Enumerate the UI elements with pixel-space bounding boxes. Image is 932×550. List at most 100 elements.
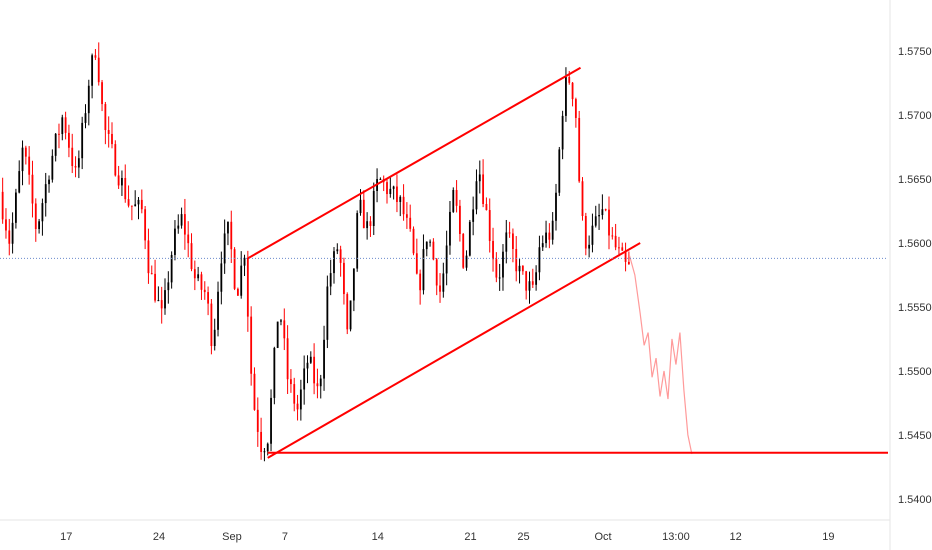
x-tick-label: 12 [729, 531, 741, 543]
candle-body [326, 286, 329, 340]
candle-body [183, 214, 186, 235]
candle-body [31, 174, 34, 204]
candle-body [591, 225, 594, 245]
candle-body [236, 288, 239, 296]
candle-body [180, 214, 183, 226]
projection-line [628, 255, 693, 455]
plot-area[interactable] [1, 42, 693, 462]
candle-body [306, 362, 309, 369]
candle-body [170, 254, 173, 283]
candle-body [614, 235, 617, 248]
candle-body [44, 184, 47, 204]
candle-body [101, 82, 103, 105]
candle-body [14, 192, 17, 223]
candle-body [488, 210, 491, 241]
candle-body [51, 155, 54, 180]
candle-body [412, 228, 415, 254]
candle-body [5, 219, 7, 231]
candle-body [270, 397, 272, 444]
candle-body [97, 57, 100, 83]
candle-body [581, 181, 584, 216]
y-tick-label: 1.57500 [898, 46, 932, 58]
candle-body [369, 221, 372, 226]
candle-body [558, 149, 561, 193]
x-tick-label: 14 [372, 531, 384, 543]
candle-body [435, 259, 438, 286]
candle-body [492, 240, 494, 260]
candle-body [505, 232, 508, 252]
candle-body [502, 251, 504, 278]
candle-body [319, 378, 322, 387]
candle-body [107, 130, 110, 134]
candle-body [624, 250, 627, 262]
candle-body [164, 290, 166, 309]
candle-body [352, 268, 355, 301]
candle-body [187, 234, 190, 244]
candle-body [452, 189, 455, 212]
candle-body [220, 263, 223, 292]
candle-body [392, 186, 395, 189]
candle-body [58, 133, 60, 135]
annotation-lines [0, 66, 888, 459]
candle-body [458, 205, 461, 234]
candle-body [472, 209, 475, 222]
candle-body [538, 247, 541, 273]
candle-body [309, 356, 312, 363]
candle-body [548, 232, 551, 240]
candle-body [379, 178, 382, 180]
candle-body [588, 244, 591, 249]
candle-body [419, 273, 422, 291]
candle-body [250, 316, 253, 374]
candle-body [329, 273, 332, 287]
candle-body [299, 389, 302, 410]
candle-body [568, 77, 571, 83]
candle-body [545, 232, 547, 244]
candle-body [154, 273, 156, 301]
candle-body [137, 199, 140, 205]
candle-body [38, 221, 41, 230]
candle-body [333, 251, 335, 274]
candle-body [565, 77, 567, 116]
candle-body [223, 233, 226, 264]
price-axis[interactable]: 1.57500 1.57000 1.56500 1.56000 1.55500 1.550… [898, 46, 932, 506]
x-tick-label: Sep [222, 531, 242, 543]
candle-body [343, 262, 345, 295]
y-tick-label: 1.54500 [898, 430, 932, 442]
x-tick-label: 19 [822, 531, 834, 543]
time-axis[interactable]: 17 24 Sep 7 14 21 25 Oct 13:00 12 19 [60, 531, 834, 543]
candle-body [283, 320, 286, 339]
candle-body [362, 199, 365, 229]
candle-body [541, 243, 544, 248]
candle-body [280, 320, 282, 322]
x-tick-label: 24 [153, 531, 165, 543]
candle-body [409, 217, 412, 229]
candle-body [41, 203, 44, 222]
x-tick-label: Oct [594, 531, 611, 543]
y-tick-label: 1.56500 [898, 174, 932, 186]
candle-body [11, 222, 14, 244]
candle-body [415, 253, 418, 274]
candle-body [61, 117, 64, 135]
candle-body [213, 329, 216, 347]
candle-body [71, 147, 74, 167]
channel-line [267, 242, 641, 459]
candle-body [468, 221, 471, 256]
candle-body [193, 269, 196, 279]
candle-body [24, 147, 27, 157]
candle-body [439, 285, 441, 292]
candle-body [81, 122, 84, 159]
candle-body [425, 241, 428, 250]
candle-body [210, 303, 213, 347]
candle-body [8, 230, 11, 244]
candle-body [618, 247, 620, 249]
candle-body [150, 273, 153, 275]
candle-body [601, 209, 604, 216]
candle-body [130, 205, 133, 207]
y-tick-label: 1.55500 [898, 302, 932, 314]
candle-body [134, 204, 137, 207]
candle-body [627, 261, 630, 265]
candle-body [346, 294, 349, 330]
candle-body [475, 181, 478, 210]
